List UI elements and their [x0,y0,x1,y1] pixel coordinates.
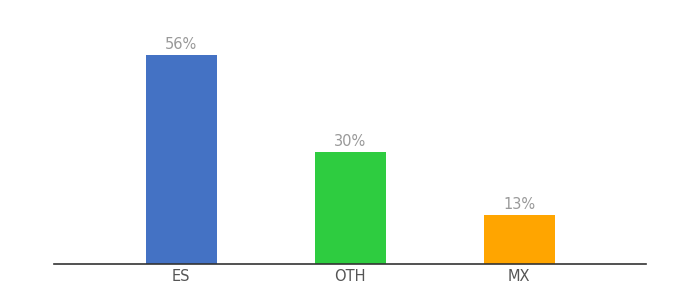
Bar [315,152,386,264]
Text: 30%: 30% [334,134,367,149]
Bar [146,55,217,264]
Bar [483,215,555,264]
Text: 13%: 13% [503,197,535,212]
Text: 56%: 56% [165,37,197,52]
